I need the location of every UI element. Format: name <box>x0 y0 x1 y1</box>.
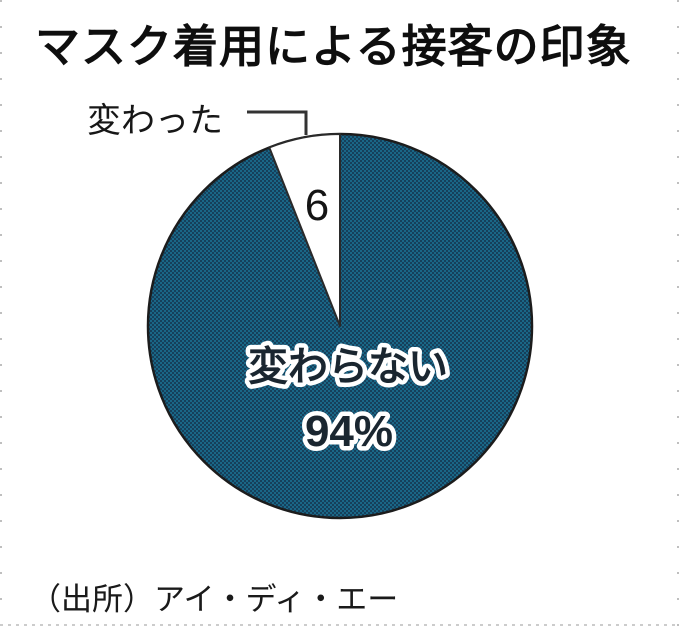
slice-value-unchanged: 94% <box>305 407 393 456</box>
chart-title: マスク着用による接客の印象 <box>35 21 632 72</box>
slice-label-changed: 変わった <box>87 102 223 140</box>
dotted-border-bottom <box>0 624 680 626</box>
slice-label-unchanged: 変わらない <box>248 344 448 389</box>
dotted-border-left <box>0 0 2 633</box>
slice-value-changed: 6 <box>305 181 329 230</box>
pie-slice-changed <box>268 133 341 327</box>
callout-connector-line <box>247 110 308 135</box>
dotted-border-right <box>677 0 679 633</box>
source-note: （出所）アイ・ディ・エー <box>30 582 399 617</box>
